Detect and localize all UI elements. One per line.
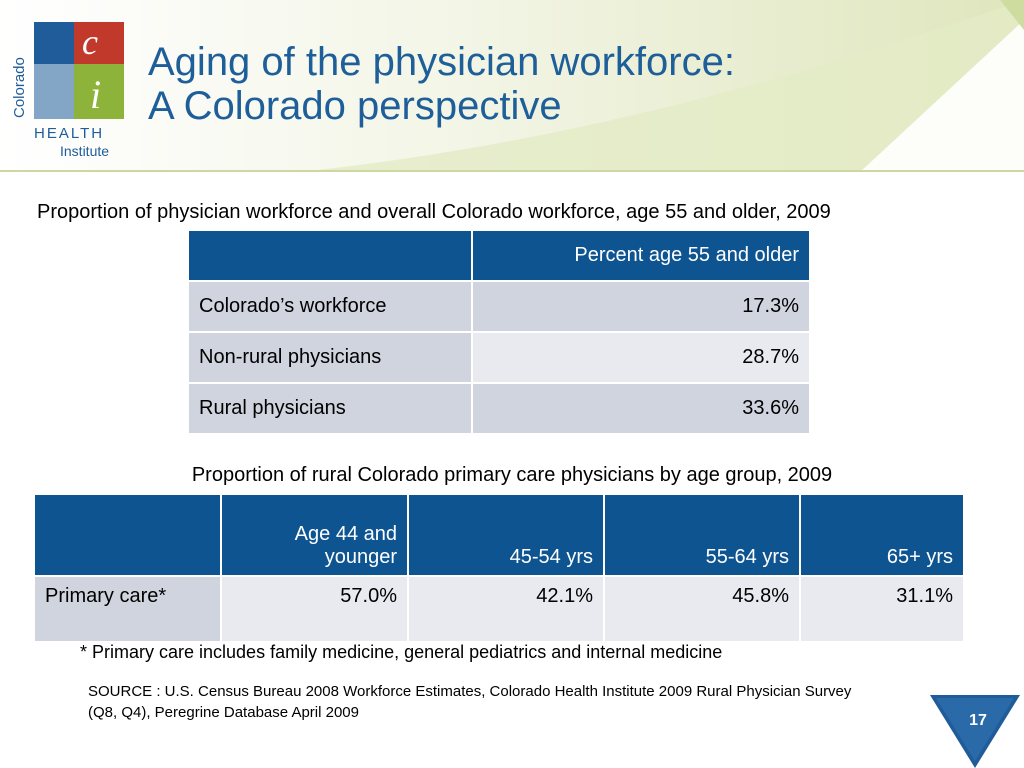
header-background bbox=[0, 0, 1024, 172]
table-row: Primary care* 57.0% 42.1% 45.8% 31.1% bbox=[33, 575, 965, 643]
primary-care-age-table: Age 44 and younger 45-54 yrs 55-64 yrs 6… bbox=[33, 493, 965, 643]
table-header-cell: 45-54 yrs bbox=[407, 493, 605, 577]
title-line-2: A Colorado perspective bbox=[148, 84, 562, 128]
row-value: 33.6% bbox=[471, 382, 811, 435]
page-number-badge bbox=[930, 695, 1020, 768]
table-header-cell: 55-64 yrs bbox=[603, 493, 801, 577]
table-header-cell: Age 44 and younger bbox=[220, 493, 409, 577]
row-label: Non-rural physicians bbox=[187, 331, 473, 384]
table-header-cell bbox=[187, 229, 473, 282]
row-value: 45.8% bbox=[603, 575, 801, 643]
row-value: 28.7% bbox=[471, 331, 811, 384]
title-line-1: Aging of the physician workforce: bbox=[148, 40, 735, 84]
logo-letter-c: c bbox=[82, 22, 98, 62]
row-label: Colorado’s workforce bbox=[187, 280, 473, 333]
footnote: * Primary care includes family medicine,… bbox=[80, 642, 723, 662]
table-header-cell: Percent age 55 and older bbox=[471, 229, 811, 282]
page-number: 17 bbox=[969, 712, 987, 729]
table2-caption: Proportion of rural Colorado primary car… bbox=[191, 464, 833, 486]
row-value: 42.1% bbox=[407, 575, 605, 643]
row-value: 17.3% bbox=[471, 280, 811, 333]
row-label: Rural physicians bbox=[187, 382, 473, 435]
table-row: Rural physicians 33.6% bbox=[187, 382, 811, 435]
logo-colorado-text: Colorado bbox=[11, 57, 28, 118]
table-header-row: Age 44 and younger 45-54 yrs 55-64 yrs 6… bbox=[33, 493, 965, 577]
slide-title: Aging of the physician workforce: A Colo… bbox=[148, 40, 735, 128]
table-row: Non-rural physicians 28.7% bbox=[187, 331, 811, 384]
workforce-age-table: Percent age 55 and older Colorado’s work… bbox=[187, 229, 811, 435]
table-header-row: Percent age 55 and older bbox=[187, 229, 811, 282]
row-label: Primary care* bbox=[33, 575, 222, 643]
source-note: SOURCE : U.S. Census Bureau 2008 Workfor… bbox=[88, 683, 852, 721]
logo-institute-text: Institute bbox=[60, 143, 109, 159]
table-header-cell: 65+ yrs bbox=[799, 493, 965, 577]
table1-caption: Proportion of physician workforce and ov… bbox=[37, 201, 831, 223]
row-value: 57.0% bbox=[220, 575, 409, 643]
table-row: Colorado’s workforce 17.3% bbox=[187, 280, 811, 333]
colorado-health-institute-logo: Colorado c i HEALTH Institute bbox=[11, 22, 124, 159]
row-value: 31.1% bbox=[799, 575, 965, 643]
logo-letter-i: i bbox=[90, 72, 101, 117]
table-header-cell bbox=[33, 493, 222, 577]
logo-health-text: HEALTH bbox=[34, 125, 104, 142]
